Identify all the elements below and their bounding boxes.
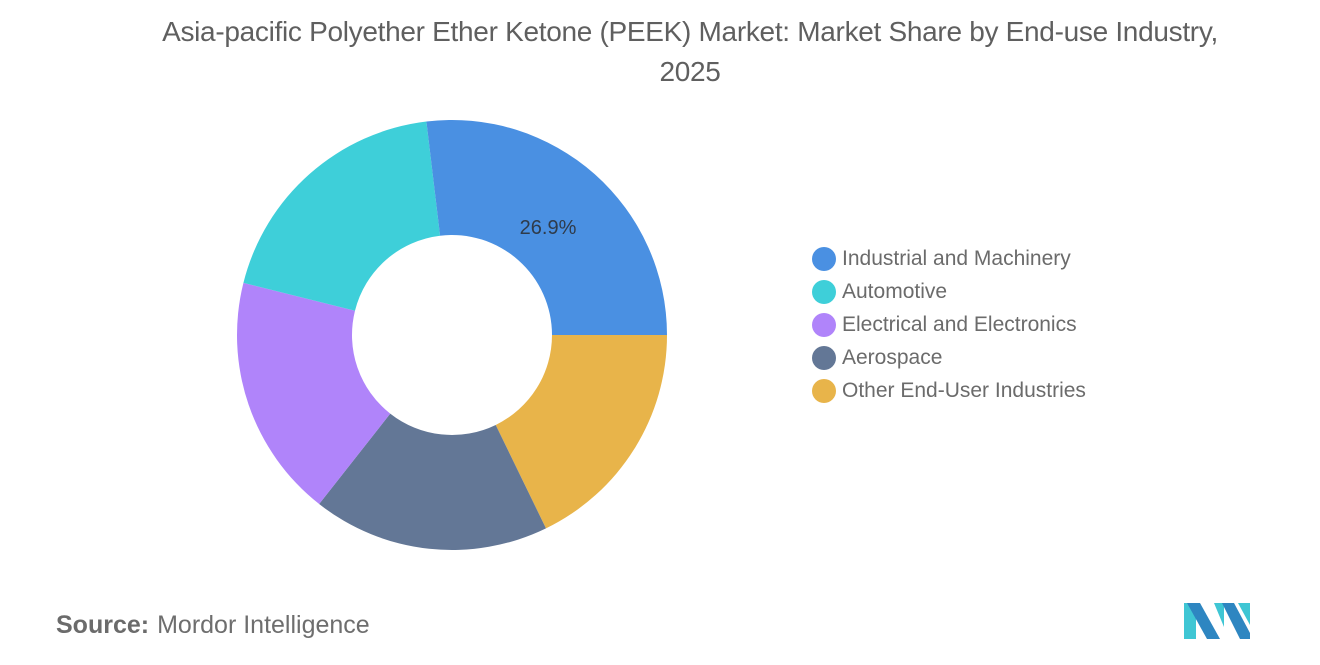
slice-industrial-machinery[interactable]: [426, 119, 667, 335]
legend-label: Automotive: [842, 280, 948, 304]
legend-swatch-icon: [812, 312, 836, 337]
data-label-industrial-machinery: 26.9%: [520, 217, 577, 239]
legend-item-other-end-user[interactable]: Other End-User Industries: [812, 374, 1086, 407]
chart-legend: Industrial and Machinery Automotive Elec…: [812, 243, 1086, 407]
legend-swatch-icon: [812, 378, 836, 403]
legend-label: Industrial and Machinery: [842, 247, 1071, 271]
legend-label: Aerospace: [842, 345, 943, 369]
legend-swatch-icon: [812, 345, 836, 370]
legend-item-aerospace[interactable]: Aerospace: [812, 341, 1086, 374]
slice-other-end-user[interactable]: [495, 335, 667, 529]
legend-item-industrial-machinery[interactable]: Industrial and Machinery: [812, 243, 1086, 276]
source-note: Source: Mordor Intelligence: [56, 611, 370, 640]
legend-swatch-icon: [812, 247, 836, 272]
mordor-intelligence-logo-icon: [1184, 603, 1250, 639]
slice-aerospace[interactable]: [319, 413, 546, 550]
legend-label: Electrical and Electronics: [842, 312, 1077, 336]
legend-label: Other End-User Industries: [842, 378, 1086, 402]
legend-item-electrical-electronics[interactable]: Electrical and Electronics: [812, 309, 1086, 342]
source-label: Source:: [56, 611, 150, 639]
source-value: Mordor Intelligence: [157, 611, 370, 639]
legend-item-automotive[interactable]: Automotive: [812, 276, 1086, 309]
slice-automotive[interactable]: [243, 121, 441, 311]
slice-electrical-electronics[interactable]: [236, 282, 391, 505]
chart-title: Asia-pacific Polyether Ether Ketone (PEE…: [162, 16, 1218, 87]
legend-swatch-icon: [812, 280, 836, 305]
